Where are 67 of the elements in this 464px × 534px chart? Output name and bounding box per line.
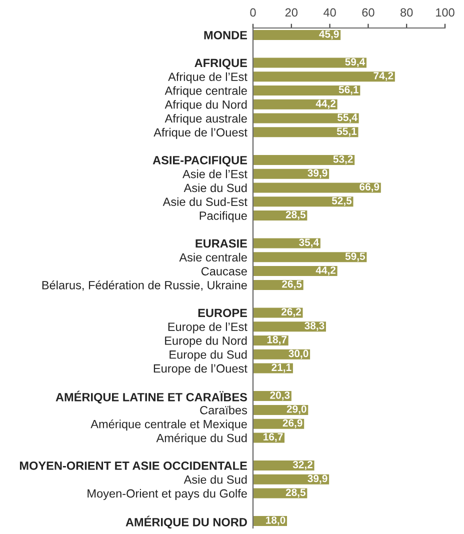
y-tick-label: Afrique de l’Est bbox=[168, 72, 248, 84]
data-label: 59,4 bbox=[345, 58, 366, 68]
y-tick-label: EUROPE bbox=[198, 308, 247, 318]
data-label: 18,7 bbox=[267, 336, 287, 345]
y-tick-label: Europe du Sud bbox=[170, 350, 247, 362]
x-tick-label: 80 bbox=[400, 8, 413, 17]
x-tick-label: 20 bbox=[285, 8, 298, 17]
data-label: 38,3 bbox=[304, 322, 324, 331]
y-tick-label: AMÉRIQUE LATINE ET CARAÏBES bbox=[56, 390, 247, 404]
y-tick-label: Asie du Sud bbox=[184, 475, 247, 484]
data-label: 44,2 bbox=[316, 100, 336, 109]
bar bbox=[253, 84, 362, 97]
data-label: 44,2 bbox=[316, 266, 336, 276]
data-label: 52,5 bbox=[332, 197, 352, 206]
x-tick-label: 40 bbox=[324, 8, 336, 17]
data-label: 32,2 bbox=[292, 460, 312, 470]
data-label: 26,5 bbox=[282, 280, 302, 290]
bar bbox=[253, 28, 342, 42]
y-tick-label: Asie du Sud bbox=[184, 183, 247, 192]
data-label: 35,4 bbox=[299, 238, 319, 248]
data-label: 55,4 bbox=[337, 114, 358, 123]
y-tick-label: Moyen-Orient et pays du Golfe bbox=[88, 489, 247, 500]
data-label: 59,5 bbox=[345, 252, 366, 262]
x-tick-label: 60 bbox=[362, 8, 374, 17]
data-label: 26,2 bbox=[281, 308, 301, 318]
data-label: 66,9 bbox=[360, 183, 380, 192]
y-tick-label: Caucase bbox=[201, 267, 247, 276]
y-tick-label: Pacifique bbox=[200, 211, 247, 222]
y-tick-label: Europe de l’Ouest bbox=[154, 364, 248, 376]
y-tick-label: Afrique du Nord bbox=[164, 100, 247, 112]
data-label: 56,1 bbox=[338, 86, 359, 95]
y-tick-label: EURASIE bbox=[196, 239, 247, 248]
data-label: 18,0 bbox=[266, 516, 286, 526]
data-label: 21,1 bbox=[272, 364, 292, 373]
data-label: 16,7 bbox=[264, 433, 283, 442]
y-tick-label: Amérique centrale et Mexique bbox=[90, 419, 247, 431]
data-label: 45,9 bbox=[319, 30, 339, 40]
data-label: 29,0 bbox=[286, 405, 306, 414]
data-label: 26,9 bbox=[282, 419, 302, 428]
y-tick-label: Asie centrale bbox=[179, 252, 247, 262]
y-tick-label: MOYEN-ORIENT ET ASIE OCCIDENTALE bbox=[20, 462, 247, 470]
y-tick-label: MONDE bbox=[204, 30, 247, 40]
data-label: 53,2 bbox=[333, 155, 353, 164]
data-label: 20,3 bbox=[270, 391, 290, 400]
y-tick-label: Caraïbes bbox=[200, 406, 248, 414]
y-tick-label: AMÉRIQUE DU NORD bbox=[126, 516, 247, 529]
data-label: 28,5 bbox=[286, 210, 306, 220]
y-tick-label: Europe de l’Est bbox=[168, 322, 248, 334]
y-tick-label: Afrique centrale bbox=[164, 86, 247, 98]
data-label: 55,1 bbox=[336, 128, 357, 136]
y-tick-label: Amérique du Sud bbox=[156, 433, 247, 445]
y-tick-label: ASIE-PACIFIQUE bbox=[152, 156, 247, 167]
data-label: 28,5 bbox=[286, 488, 306, 498]
x-tick-label: 0 bbox=[250, 8, 256, 17]
y-tick-label: Afrique australe bbox=[164, 114, 247, 126]
y-tick-label: Afrique de l’Ouest bbox=[154, 128, 248, 139]
y-tick-label: Europe du Nord bbox=[165, 336, 247, 348]
data-label: 74,2 bbox=[374, 72, 394, 81]
data-label: 39,9 bbox=[308, 169, 328, 178]
y-tick-label: Bélarus, Fédération de Russie, Ukraine bbox=[42, 280, 247, 291]
x-tick-label: 100 bbox=[436, 8, 454, 17]
data-label: 30,0 bbox=[288, 350, 308, 359]
bar bbox=[253, 459, 316, 472]
y-tick-label: Asie de l’Est bbox=[182, 170, 248, 178]
y-tick-label: AFRIQUE bbox=[194, 58, 247, 70]
y-tick-label: Asie du Sud-Est bbox=[162, 197, 248, 206]
data-label: 39,9 bbox=[308, 474, 328, 484]
